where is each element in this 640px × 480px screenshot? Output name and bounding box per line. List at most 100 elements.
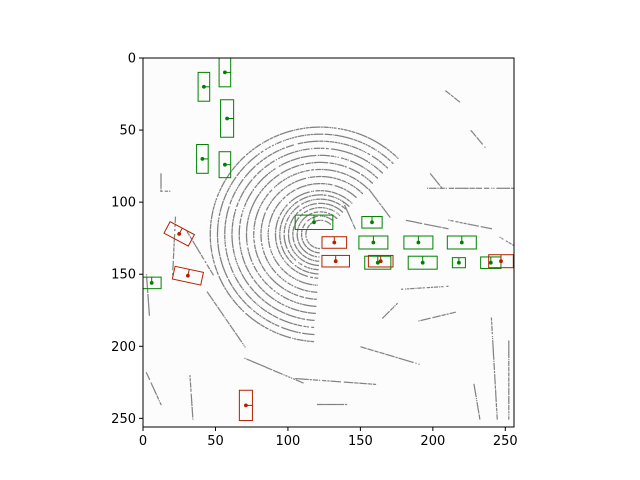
lidar-point: [241, 168, 243, 170]
lidar-point: [256, 283, 258, 285]
lidar-point: [278, 217, 280, 219]
lidar-point: [323, 190, 325, 192]
lidar-point: [297, 211, 299, 214]
lidar-point: [508, 349, 510, 351]
lidar-point: [306, 275, 308, 277]
lidar-point: [352, 131, 354, 133]
lidar-point: [346, 210, 348, 212]
lidar-point: [219, 190, 221, 192]
lidar-point: [244, 155, 246, 158]
lidar-point: [350, 382, 352, 384]
lidar-point: [212, 257, 214, 259]
lidar-point: [300, 194, 302, 196]
lidar-point: [252, 204, 254, 206]
lidar-point: [239, 222, 241, 224]
lidar-point: [284, 139, 286, 141]
lidar-point: [253, 239, 255, 241]
lidar-point: [224, 245, 227, 247]
lidar-point: [247, 162, 249, 164]
lidar-point: [253, 227, 255, 229]
lidar-point: [217, 224, 219, 227]
lidar-point: [447, 285, 449, 287]
lidar-point: [241, 194, 243, 196]
x-tick-label: 100: [276, 434, 301, 449]
lidar-point: [261, 178, 263, 180]
lidar-point: [304, 197, 306, 199]
lidar-point: [268, 225, 270, 227]
lidar-point: [352, 222, 354, 224]
lidar-point: [190, 238, 192, 240]
lidar-point: [508, 361, 510, 363]
lidar-point: [299, 164, 301, 166]
lidar-point: [231, 183, 233, 185]
lidar-point: [267, 235, 269, 237]
lidar-point: [277, 142, 279, 144]
lidar-point: [248, 161, 250, 163]
lidar-point: [319, 379, 321, 381]
lidar-point: [411, 288, 413, 290]
lidar-point: [276, 206, 278, 208]
lidar-point: [230, 283, 232, 285]
lidar-point: [160, 182, 162, 184]
lidar-point: [305, 206, 307, 208]
lidar-point: [303, 243, 305, 245]
lidar-point: [372, 349, 374, 352]
lidar-point: [258, 285, 260, 287]
lidar-point: [326, 403, 328, 406]
lidar-point: [322, 161, 324, 164]
lidar-point: [320, 403, 322, 406]
lidar-point: [300, 268, 302, 270]
lidar-point: [262, 187, 265, 190]
lidar-point: [245, 233, 248, 235]
lidar-point: [325, 199, 327, 201]
lidar-point: [321, 140, 323, 142]
lidar-point: [221, 185, 223, 187]
lidar-point: [329, 126, 331, 129]
lidar-point: [327, 141, 330, 143]
lidar-point: [387, 312, 389, 314]
lidar-point: [261, 169, 263, 171]
lidar-point: [306, 141, 308, 143]
lidar-point: [210, 297, 213, 299]
lidar-point: [341, 150, 343, 152]
lidar-point: [344, 166, 346, 168]
lidar-point: [291, 247, 293, 249]
lidar-point: [275, 226, 277, 228]
lidar-point: [284, 312, 286, 314]
lidar-point: [247, 221, 249, 223]
lidar-point: [287, 273, 289, 275]
lidar-point: [408, 360, 410, 362]
lidar-point: [315, 291, 317, 293]
lidar-point: [450, 312, 452, 314]
lidar-point: [271, 297, 274, 299]
lidar-point: [277, 293, 279, 295]
lidar-point: [444, 227, 446, 229]
lidar-point: [301, 135, 303, 137]
lidar-point: [314, 140, 316, 142]
lidar-point: [334, 134, 336, 136]
lidar-point: [231, 243, 234, 245]
lidar-point: [373, 148, 375, 150]
lidar-point: [263, 199, 265, 201]
lidar-point: [286, 256, 288, 258]
lidar-point: [495, 400, 497, 402]
box-center-point: [375, 260, 380, 265]
box-center-point: [420, 260, 425, 265]
lidar-point: [276, 316, 278, 319]
lidar-point: [501, 187, 503, 189]
lidar-point: [246, 239, 248, 242]
lidar-point: [290, 137, 292, 139]
lidar-point: [336, 212, 338, 214]
lidar-point: [248, 151, 250, 154]
lidar-point: [325, 194, 327, 196]
lidar-point: [261, 151, 263, 153]
lidar-point: [374, 157, 376, 159]
lidar-point: [252, 149, 254, 151]
lidar-point: [292, 159, 294, 161]
lidar-point: [233, 300, 235, 302]
lidar-point: [300, 325, 302, 327]
lidar-point: [226, 191, 228, 193]
lidar-point: [311, 169, 313, 171]
lidar-point: [306, 148, 308, 150]
lidar-point: [328, 176, 330, 178]
